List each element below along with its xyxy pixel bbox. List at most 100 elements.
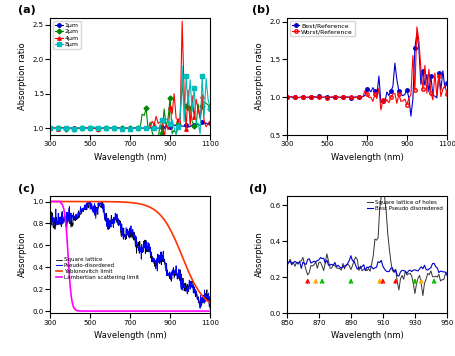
Text: (d): (d) — [248, 184, 266, 194]
2μm — [147, 120, 152, 125]
Y-axis label: Absorption ratio: Absorption ratio — [254, 43, 263, 110]
Best Pseudo disoredered — [348, 253, 353, 258]
Best Pseudo disoredered — [400, 268, 405, 273]
2μm — [195, 102, 200, 106]
4μm — [207, 120, 212, 124]
1μm — [147, 126, 152, 130]
8μm — [165, 119, 171, 123]
Lambertian scattering limit — [117, 309, 123, 313]
8μm — [47, 126, 53, 130]
Line: Pseudo-disordered: Pseudo-disordered — [50, 201, 211, 308]
1μm — [135, 126, 141, 130]
2μm — [181, 102, 187, 106]
2μm — [167, 96, 172, 100]
Best/Reference — [431, 94, 437, 98]
8μm — [195, 121, 200, 125]
Pseudo-disordered — [47, 220, 53, 224]
Pseudo-disordered — [103, 211, 108, 216]
Yablonovitch limit — [98, 199, 104, 204]
1μm — [207, 121, 212, 125]
Best/Reference — [417, 82, 423, 87]
Line: 2μm: 2μm — [48, 82, 212, 141]
Best Pseudo disoredered — [413, 268, 418, 273]
8μm — [173, 133, 178, 137]
Worst/Reference — [377, 108, 383, 112]
2μm — [207, 107, 212, 111]
Yablonovitch limit — [175, 245, 181, 249]
8μm — [147, 126, 152, 130]
Worst/Reference — [443, 91, 449, 96]
Lambertian scattering limit — [47, 199, 53, 204]
4μm — [135, 126, 141, 130]
Pseudo-disordered — [118, 221, 123, 226]
Legend: Best/Reference, Worst/Reference: Best/Reference, Worst/Reference — [289, 21, 354, 36]
Legend: 1μm, 2μm, 4μm, 8μm: 1μm, 2μm, 4μm, 8μm — [53, 21, 81, 49]
4μm — [195, 107, 200, 111]
1μm — [47, 126, 53, 130]
Yablonovitch limit — [47, 199, 53, 204]
Square lattice — [55, 222, 61, 227]
8μm — [207, 105, 212, 110]
Square lattice of holes — [399, 273, 404, 278]
Best Pseudo disoredered — [359, 264, 364, 268]
Y-axis label: Absorption ratio: Absorption ratio — [18, 43, 27, 110]
1μm — [191, 123, 197, 127]
1μm — [177, 123, 182, 127]
Square lattice of holes — [445, 276, 450, 280]
Pseudo-disordered — [176, 267, 181, 272]
2μm — [155, 137, 161, 141]
Best Pseudo disoredered — [445, 271, 450, 275]
X-axis label: Wavelength (nm): Wavelength (nm) — [94, 331, 166, 340]
2μm — [47, 126, 53, 130]
Pseudo-disordered — [55, 222, 61, 226]
Best/Reference — [401, 92, 407, 96]
Yablonovitch limit — [81, 199, 86, 204]
Worst/Reference — [403, 103, 409, 107]
Text: (b): (b) — [251, 5, 269, 15]
4μm — [167, 105, 172, 110]
Best Pseudo disoredered — [314, 258, 319, 263]
Square lattice of holes — [411, 292, 417, 296]
Pseudo-disordered — [81, 206, 86, 210]
1μm — [165, 124, 171, 128]
Lambertian scattering limit — [208, 309, 213, 313]
Square lattice of holes — [318, 264, 324, 268]
Line: Worst/Reference: Worst/Reference — [284, 25, 448, 112]
Square lattice of holes — [378, 194, 383, 198]
Square lattice of holes — [283, 263, 289, 268]
Yablonovitch limit — [102, 199, 108, 204]
4μm — [147, 125, 152, 130]
4μm — [189, 94, 194, 98]
Line: Best Pseudo disoredered: Best Pseudo disoredered — [286, 256, 448, 276]
Pseudo-disordered — [99, 204, 104, 208]
Lambertian scattering limit — [127, 309, 132, 313]
Lambertian scattering limit — [55, 199, 61, 204]
Square lattice — [81, 209, 86, 214]
4μm — [161, 134, 167, 138]
Best Pseudo disoredered — [425, 267, 431, 271]
Worst/Reference — [371, 92, 377, 96]
X-axis label: Wavelength (nm): Wavelength (nm) — [94, 153, 166, 162]
Pseudo-disordered — [197, 306, 202, 310]
1μm — [199, 120, 204, 124]
Worst/Reference — [417, 66, 423, 70]
Yablonovitch limit — [117, 200, 123, 204]
Square lattice — [103, 215, 108, 220]
Square lattice — [118, 232, 123, 236]
Y-axis label: Absorption: Absorption — [254, 232, 263, 277]
X-axis label: Wavelength (nm): Wavelength (nm) — [330, 331, 402, 340]
2μm — [189, 119, 194, 124]
4μm — [47, 125, 53, 130]
Line: Best/Reference: Best/Reference — [284, 31, 448, 118]
4μm — [179, 19, 184, 23]
Square lattice — [176, 276, 181, 281]
Line: 4μm: 4μm — [48, 20, 212, 138]
Worst/Reference — [431, 71, 437, 75]
Best Pseudo disoredered — [318, 256, 324, 261]
Text: (c): (c) — [18, 184, 35, 194]
Best/Reference — [443, 81, 449, 85]
Lambertian scattering limit — [102, 309, 108, 313]
Pseudo-disordered — [208, 297, 213, 302]
Worst/Reference — [413, 25, 419, 29]
Y-axis label: Absorption: Absorption — [18, 232, 27, 277]
